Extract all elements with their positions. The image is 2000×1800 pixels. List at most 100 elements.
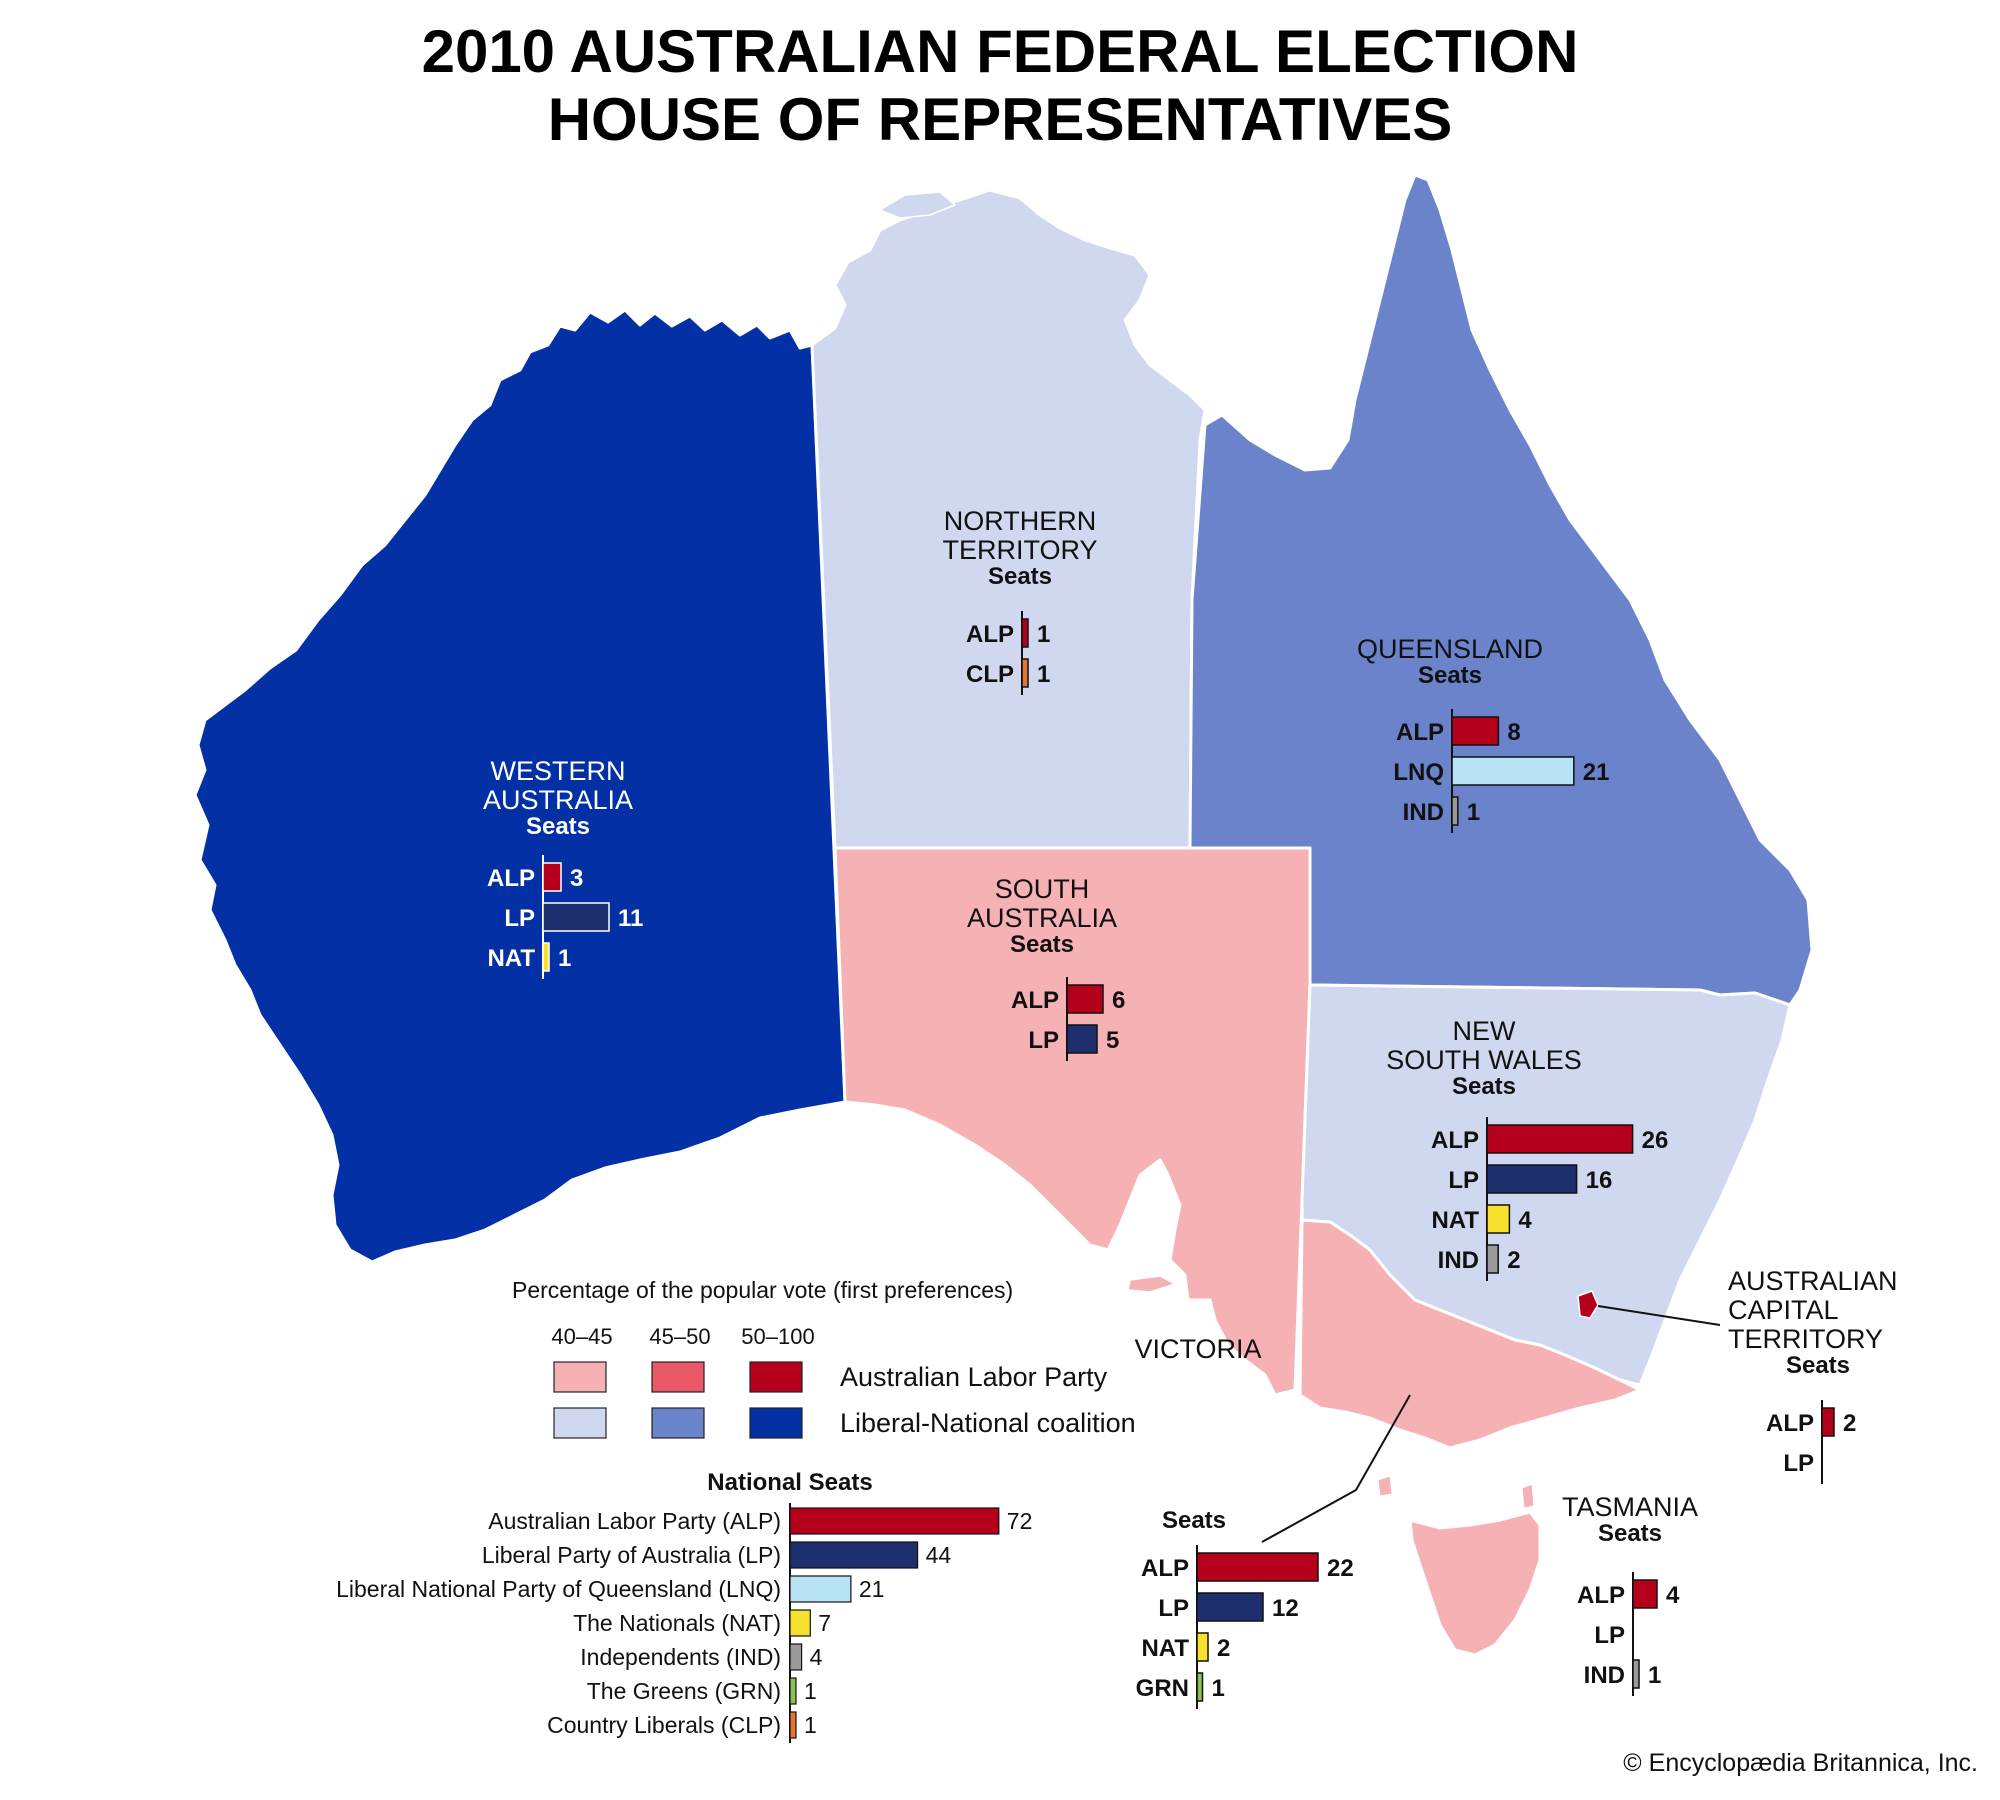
seat-party-label: ALP: [1766, 1410, 1814, 1437]
seat-party-label: LP: [1158, 1595, 1189, 1622]
seat-party-label: CLP: [966, 661, 1014, 688]
seat-bar-lp: [1196, 1592, 1264, 1622]
seat-bar-alp: [1821, 1407, 1835, 1437]
title-line-2: HOUSE OF REPRESENTATIVES: [547, 86, 1453, 153]
national-seat-value: 1: [804, 1678, 817, 1704]
island-kangaroo: [1127, 1275, 1176, 1293]
seat-party-label: LP: [1448, 1167, 1479, 1194]
seats-heading-wa: Seats: [526, 813, 590, 840]
seat-bar-alp: [1486, 1124, 1634, 1154]
state-name-act: TERRITORY: [1728, 1324, 1883, 1354]
seat-value: 2: [1217, 1635, 1230, 1662]
national-bar-nat: [789, 1609, 811, 1637]
legend-row-label: Australian Labor Party: [840, 1362, 1108, 1392]
state-name-act: AUSTRALIAN: [1728, 1266, 1898, 1296]
seat-value: 8: [1507, 719, 1520, 746]
state-name-nt: NORTHERN: [944, 506, 1097, 536]
seat-value: 22: [1327, 1555, 1354, 1582]
national-seats-chart: National Seats Australian Labor Party (AL…: [336, 1469, 1032, 1743]
seat-bar-clp: [1021, 658, 1029, 688]
seat-value: 2: [1507, 1247, 1520, 1274]
seats-heading-tas: Seats: [1598, 1520, 1662, 1547]
seat-bar-alp: [1066, 984, 1104, 1014]
state-name-vic: VICTORIA: [1134, 1334, 1261, 1364]
legend-swatch: [749, 1361, 803, 1393]
seat-bar-alp: [1021, 618, 1029, 648]
national-party-label: Liberal Party of Australia (LP): [482, 1542, 781, 1568]
national-party-label: Independents (IND): [580, 1644, 781, 1670]
seat-bar-nat: [1196, 1632, 1209, 1662]
state-name-nsw: SOUTH WALES: [1386, 1045, 1582, 1075]
seat-bar-nat: [1486, 1204, 1511, 1234]
legend-swatch: [749, 1407, 803, 1439]
national-bar-ind: [789, 1643, 803, 1671]
seat-value: 12: [1272, 1595, 1299, 1622]
seat-party-label: LNQ: [1393, 759, 1444, 786]
seat-party-label: ALP: [1396, 719, 1444, 746]
national-seat-value: 4: [810, 1644, 823, 1670]
seat-bar-nat: [542, 942, 550, 972]
map-title: 2010 AUSTRALIAN FEDERAL ELECTION HOUSE O…: [0, 18, 2000, 154]
legend-title: Percentage of the popular vote (first pr…: [512, 1277, 1013, 1303]
seat-value: 1: [1212, 1675, 1225, 1702]
seat-value: 1: [1467, 799, 1480, 826]
seat-party-label: IND: [1403, 799, 1444, 826]
seat-bar-alp: [542, 862, 562, 892]
region-victoria: [1298, 1218, 1642, 1450]
seat-value: 26: [1642, 1127, 1669, 1154]
national-bar-grn: [789, 1677, 797, 1705]
seat-bar-ind: [1451, 796, 1459, 826]
region-act: [1577, 1290, 1599, 1319]
seat-bar-alp: [1632, 1579, 1658, 1609]
victoria-leader-line: [1261, 1394, 1411, 1543]
seat-party-label: ALP: [1011, 987, 1059, 1014]
seat-bar-ind: [1632, 1659, 1640, 1689]
national-party-label: The Greens (GRN): [587, 1678, 781, 1704]
seat-value: 1: [1037, 661, 1050, 688]
seat-bar-lp: [1486, 1164, 1578, 1194]
seat-party-label: LP: [1783, 1450, 1814, 1477]
seat-party-label: LP: [1028, 1027, 1059, 1054]
national-seat-value: 21: [859, 1576, 885, 1602]
region-western-australia: [193, 308, 847, 1264]
national-party-label: Liberal National Party of Queensland (LN…: [336, 1576, 781, 1602]
region-northern-territory: [810, 188, 1207, 850]
legend-swatch: [553, 1407, 607, 1439]
seat-bar-lp: [542, 902, 610, 932]
island-flinders: [1521, 1483, 1535, 1509]
seat-party-label: ALP: [1431, 1127, 1479, 1154]
national-bar-alp: [789, 1507, 1000, 1535]
state-name-nt: TERRITORY: [942, 535, 1097, 565]
vote-legend: Percentage of the popular vote (first pr…: [512, 1277, 1136, 1439]
national-seat-value: 1: [804, 1712, 817, 1738]
legend-swatch: [553, 1361, 607, 1393]
region-south-australia: [833, 846, 1312, 1397]
seat-value: 4: [1666, 1582, 1680, 1609]
seat-party-label: IND: [1584, 1662, 1625, 1689]
state-name-qld: QUEENSLAND: [1357, 634, 1543, 664]
seat-party-label: LP: [504, 905, 535, 932]
national-party-label: Country Liberals (CLP): [547, 1712, 781, 1738]
act-leader-line: [1597, 1305, 1721, 1326]
seat-bar-ind: [1486, 1244, 1499, 1274]
seats-heading-nt: Seats: [988, 563, 1052, 590]
state-name-act: CAPITAL: [1728, 1295, 1839, 1325]
seat-party-label: NAT: [487, 945, 535, 972]
seat-party-label: GRN: [1136, 1675, 1189, 1702]
seat-party-label: IND: [1438, 1247, 1479, 1274]
state-name-sa: AUSTRALIA: [967, 903, 1117, 933]
seats-heading-qld: Seats: [1418, 662, 1482, 689]
seat-party-label: ALP: [487, 865, 535, 892]
seat-bar-alp: [1196, 1552, 1319, 1582]
seats-heading-vic: Seats: [1162, 1507, 1226, 1534]
national-bar-lp: [789, 1541, 919, 1569]
island-king: [1377, 1475, 1393, 1497]
seat-value: 11: [618, 905, 643, 932]
seat-bar-alp: [1451, 716, 1500, 746]
seat-bar-lp: [1066, 1024, 1098, 1054]
seat-bar-grn: [1196, 1672, 1204, 1702]
